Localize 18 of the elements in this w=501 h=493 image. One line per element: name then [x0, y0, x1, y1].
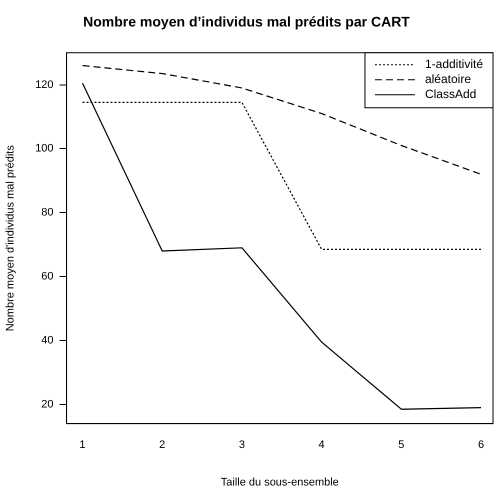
chart-title: Nombre moyen d’individus mal prédits par CART — [83, 13, 410, 30]
y-tick-label: 20 — [41, 398, 54, 410]
y-tick-label: 120 — [35, 78, 54, 91]
x-tick-label: 2 — [159, 439, 166, 452]
x-tick-label: 4 — [318, 439, 325, 452]
x-tick-label: 3 — [238, 439, 245, 452]
legend-label: aléatoire — [424, 72, 472, 86]
x-tick-label: 5 — [398, 439, 404, 452]
x-axis-title: Taille du sous-ensemble — [220, 476, 339, 488]
y-tick-label: 80 — [41, 206, 54, 219]
y-tick-label: 60 — [41, 270, 54, 283]
y-tick-label: 40 — [41, 334, 54, 347]
legend-label: 1-additivité — [424, 57, 484, 72]
x-tick-label: 6 — [478, 439, 484, 452]
y-axis-title: Nombre moyen d'individus mal prédits — [4, 144, 17, 332]
x-tick-label: 1 — [79, 439, 86, 452]
legend-label: ClassAdd — [424, 87, 476, 102]
y-tick-label: 100 — [35, 142, 54, 155]
